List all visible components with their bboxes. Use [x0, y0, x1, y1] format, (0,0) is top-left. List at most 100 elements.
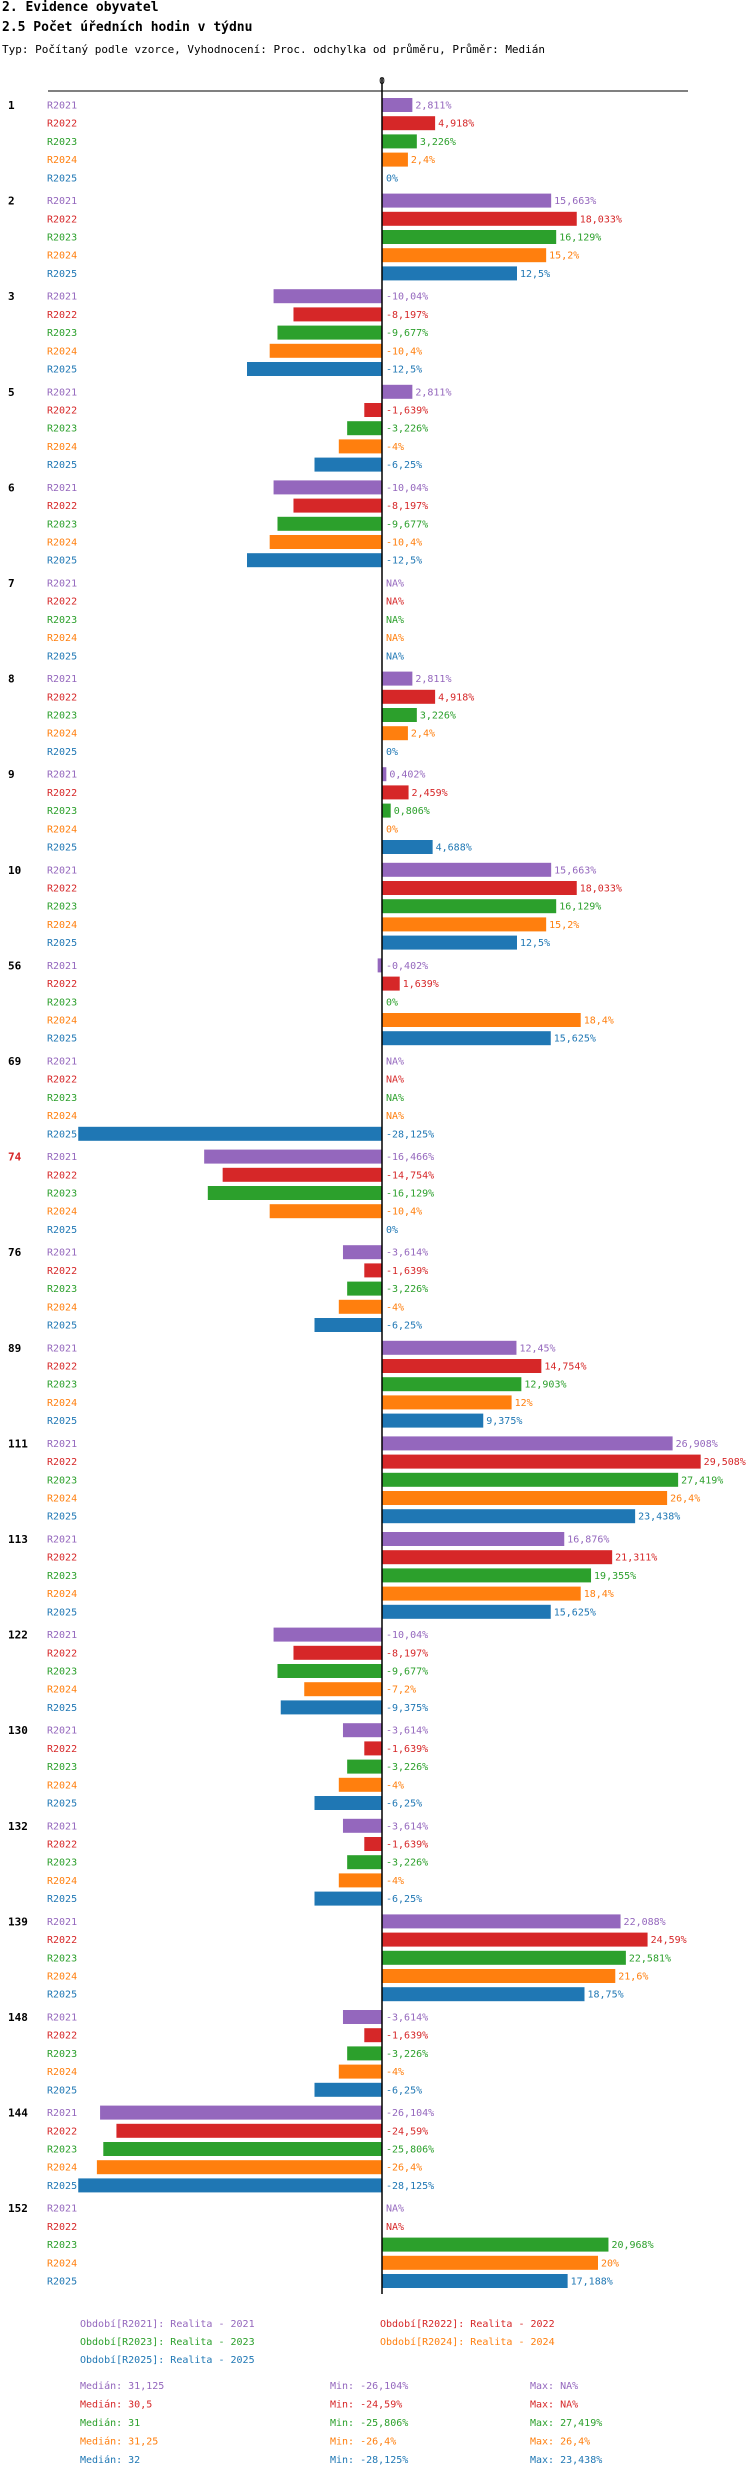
- series-label: R2023: [47, 711, 77, 722]
- series-label: R2024: [47, 1494, 77, 1505]
- series-label: R2024: [47, 729, 77, 740]
- series-label: R2025: [47, 365, 77, 376]
- series-label: R2023: [47, 1093, 77, 1104]
- value-label: -6,25%: [386, 1321, 422, 1332]
- bar-89-R2025: [382, 1413, 484, 1428]
- series-label: R2022: [47, 1935, 77, 1946]
- bar-111-R2023: [382, 1472, 679, 1487]
- value-label: 4,918%: [438, 692, 474, 703]
- value-label: 20%: [601, 2258, 619, 2269]
- series-label: R2022: [47, 1362, 77, 1373]
- value-label: 27,419%: [681, 1475, 723, 1486]
- value-label: -10,04%: [386, 483, 428, 494]
- bar-139-R2024: [382, 1969, 616, 1983]
- series-label: R2023: [47, 615, 77, 626]
- stat-min: Min: -28,125%: [330, 2455, 408, 2466]
- series-label: R2024: [47, 346, 77, 357]
- stat-median: Medián: 31,125: [80, 2380, 164, 2392]
- series-label: R2021: [47, 387, 77, 398]
- bar-148-R2021: [342, 2010, 382, 2024]
- series-label: R2021: [47, 1057, 77, 1068]
- series-label: R2022: [47, 788, 77, 799]
- series-label: R2021: [47, 292, 77, 303]
- series-label: R2022: [47, 406, 77, 417]
- legend-entry: Období[R2024]: Realita - 2024: [380, 2336, 555, 2348]
- series-label: R2024: [47, 2163, 77, 2174]
- value-label: NA%: [386, 597, 404, 608]
- value-label: -9,677%: [386, 1667, 428, 1678]
- series-label: R2022: [47, 310, 77, 321]
- value-label: 4,688%: [436, 843, 472, 854]
- value-label: NA%: [386, 615, 404, 626]
- bar-6-R2025: [247, 553, 382, 568]
- bar-2-R2022: [382, 211, 577, 226]
- bar-122-R2024: [304, 1682, 382, 1697]
- bar-2-R2024: [382, 248, 547, 263]
- bar-74-R2021: [204, 1149, 382, 1164]
- chart-subtitle: 2.5 Počet úředních hodin v týdnu: [2, 20, 253, 35]
- stat-median: Medián: 31,25: [80, 2436, 158, 2448]
- series-label: R2023: [47, 233, 77, 244]
- series-label: R2021: [47, 1535, 77, 1546]
- value-label: -6,25%: [386, 1799, 422, 1810]
- group-label: 76: [8, 1246, 22, 1259]
- value-label: 0%: [386, 173, 398, 184]
- bar-152-R2025: [382, 2274, 568, 2288]
- value-label: 20,968%: [611, 2240, 653, 2251]
- series-label: R2021: [47, 1726, 77, 1737]
- series-label: R2024: [47, 2067, 77, 2078]
- value-label: 2,4%: [411, 729, 435, 740]
- bar-113-R2021: [382, 1532, 565, 1546]
- series-label: R2022: [47, 214, 77, 225]
- group-label: 3: [8, 290, 15, 303]
- value-label: -12,5%: [386, 365, 422, 376]
- value-label: NA%: [386, 1093, 404, 1104]
- series-label: R2022: [47, 1075, 77, 1086]
- group-label: 113: [8, 1533, 28, 1546]
- group-label: 132: [8, 1820, 28, 1833]
- series-label: R2023: [47, 1762, 77, 1773]
- value-label: -14,754%: [386, 1170, 434, 1181]
- bar-89-R2024: [382, 1395, 512, 1410]
- bar-139-R2025: [382, 1987, 585, 2002]
- bar-10-R2024: [382, 917, 547, 932]
- bar-6-R2024: [269, 535, 382, 549]
- bar-139-R2021: [382, 1914, 621, 1929]
- series-label: R2025: [47, 1990, 77, 2001]
- value-label: -0,402%: [386, 961, 428, 972]
- bar-144-R2025: [78, 2178, 382, 2193]
- value-label: 15,625%: [554, 1607, 596, 1618]
- series-label: R2025: [47, 1607, 77, 1618]
- series-label: R2024: [47, 442, 77, 453]
- bar-130-R2022: [364, 1741, 382, 1756]
- value-label: 22,581%: [629, 1953, 671, 1964]
- series-label: R2021: [47, 674, 77, 685]
- value-label: -6,25%: [386, 460, 422, 471]
- bar-3-R2024: [269, 343, 382, 358]
- value-label: 18,4%: [584, 1016, 614, 1027]
- value-label: -28,125%: [386, 2181, 434, 2192]
- series-label: R2024: [47, 1972, 77, 1983]
- stat-min: Min: -26,104%: [330, 2381, 408, 2392]
- group-label: 7: [8, 577, 15, 590]
- bar-132-R2023: [347, 1855, 382, 1870]
- series-label: R2023: [47, 2049, 77, 2060]
- value-label: 4,918%: [438, 119, 474, 130]
- bar-5-R2021: [382, 384, 413, 399]
- series-label: R2025: [47, 1512, 77, 1523]
- series-label: R2025: [47, 843, 77, 854]
- value-label: 2,811%: [415, 101, 451, 112]
- series-label: R2023: [47, 328, 77, 339]
- stat-median: Medián: 32: [80, 2454, 140, 2466]
- bar-76-R2022: [364, 1263, 382, 1278]
- bar-74-R2023: [207, 1186, 382, 1200]
- series-label: R2025: [47, 173, 77, 184]
- series-label: R2021: [47, 1630, 77, 1641]
- series-label: R2024: [47, 1302, 77, 1313]
- value-label: -28,125%: [386, 1129, 434, 1140]
- series-label: R2023: [47, 1953, 77, 1964]
- series-label: R2023: [47, 902, 77, 913]
- bar-122-R2021: [273, 1627, 382, 1642]
- bar-132-R2021: [342, 1818, 382, 1833]
- value-label: 2,811%: [415, 387, 451, 398]
